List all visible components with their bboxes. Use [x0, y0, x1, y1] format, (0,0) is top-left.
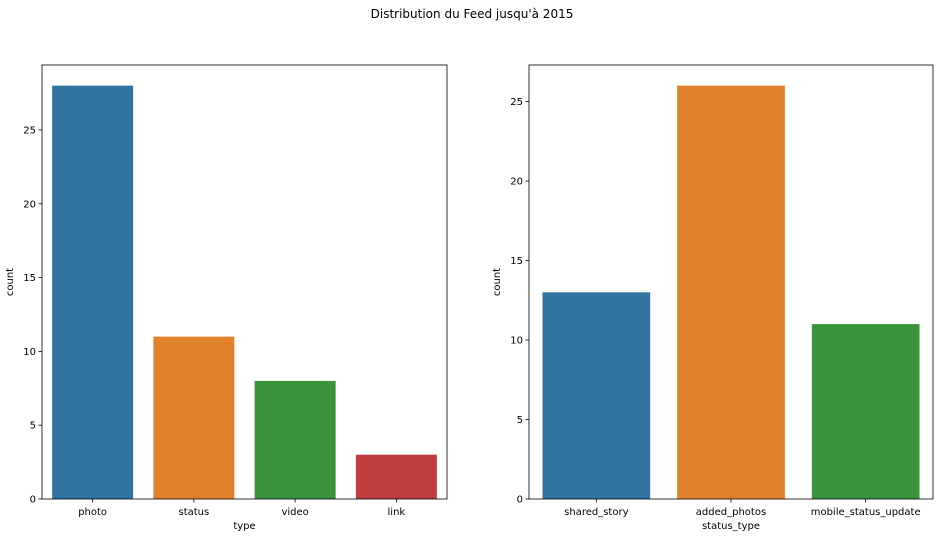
panel2-bar-shared_story	[542, 292, 651, 499]
panel1-bar-link	[355, 454, 437, 499]
panel2-bar-mobile_status_update	[811, 324, 920, 499]
panel1-xtick-label: status	[179, 507, 210, 518]
panel1-ytick-label: 15	[23, 273, 36, 284]
panel1-bar-status	[153, 336, 235, 499]
panel2-xtick-label: mobile_status_update	[811, 507, 921, 518]
panel2-ytick-label: 10	[510, 336, 523, 347]
panel1-xtick-label: link	[388, 507, 406, 518]
panel2-ylabel: count	[492, 268, 503, 296]
panel1-ytick-label: 20	[23, 199, 36, 210]
panel2-xtick-label: added_photos	[696, 507, 766, 518]
panel1-bar-photo	[52, 85, 134, 500]
panel1-ylabel: count	[5, 268, 16, 296]
panel1-ytick-label: 10	[23, 347, 36, 358]
panel2-bar-added_photos	[677, 85, 785, 500]
figure-title: Distribution du Feed jusqu'à 2015	[370, 7, 574, 21]
panel2-ytick-label: 5	[517, 415, 523, 426]
panel1-xtick-label: photo	[78, 507, 107, 518]
panel1-ytick-label: 25	[23, 125, 36, 136]
panel1-bar-video	[254, 380, 336, 499]
panel2-ytick-label: 25	[510, 97, 523, 108]
panel1-ytick-label: 0	[30, 495, 36, 506]
panel2-ytick-label: 0	[517, 495, 523, 506]
panel1-xtick-label: video	[281, 507, 308, 518]
panel2-ytick-label: 15	[510, 256, 523, 267]
panel1-xlabel: type	[233, 521, 255, 532]
panel1-ytick-label: 5	[30, 421, 36, 432]
panel2-xlabel: status_type	[702, 521, 760, 532]
panel1-axes-frame	[41, 64, 448, 500]
panel2-ytick-label: 20	[510, 177, 523, 188]
panel2-xtick-label: shared_story	[564, 507, 628, 518]
